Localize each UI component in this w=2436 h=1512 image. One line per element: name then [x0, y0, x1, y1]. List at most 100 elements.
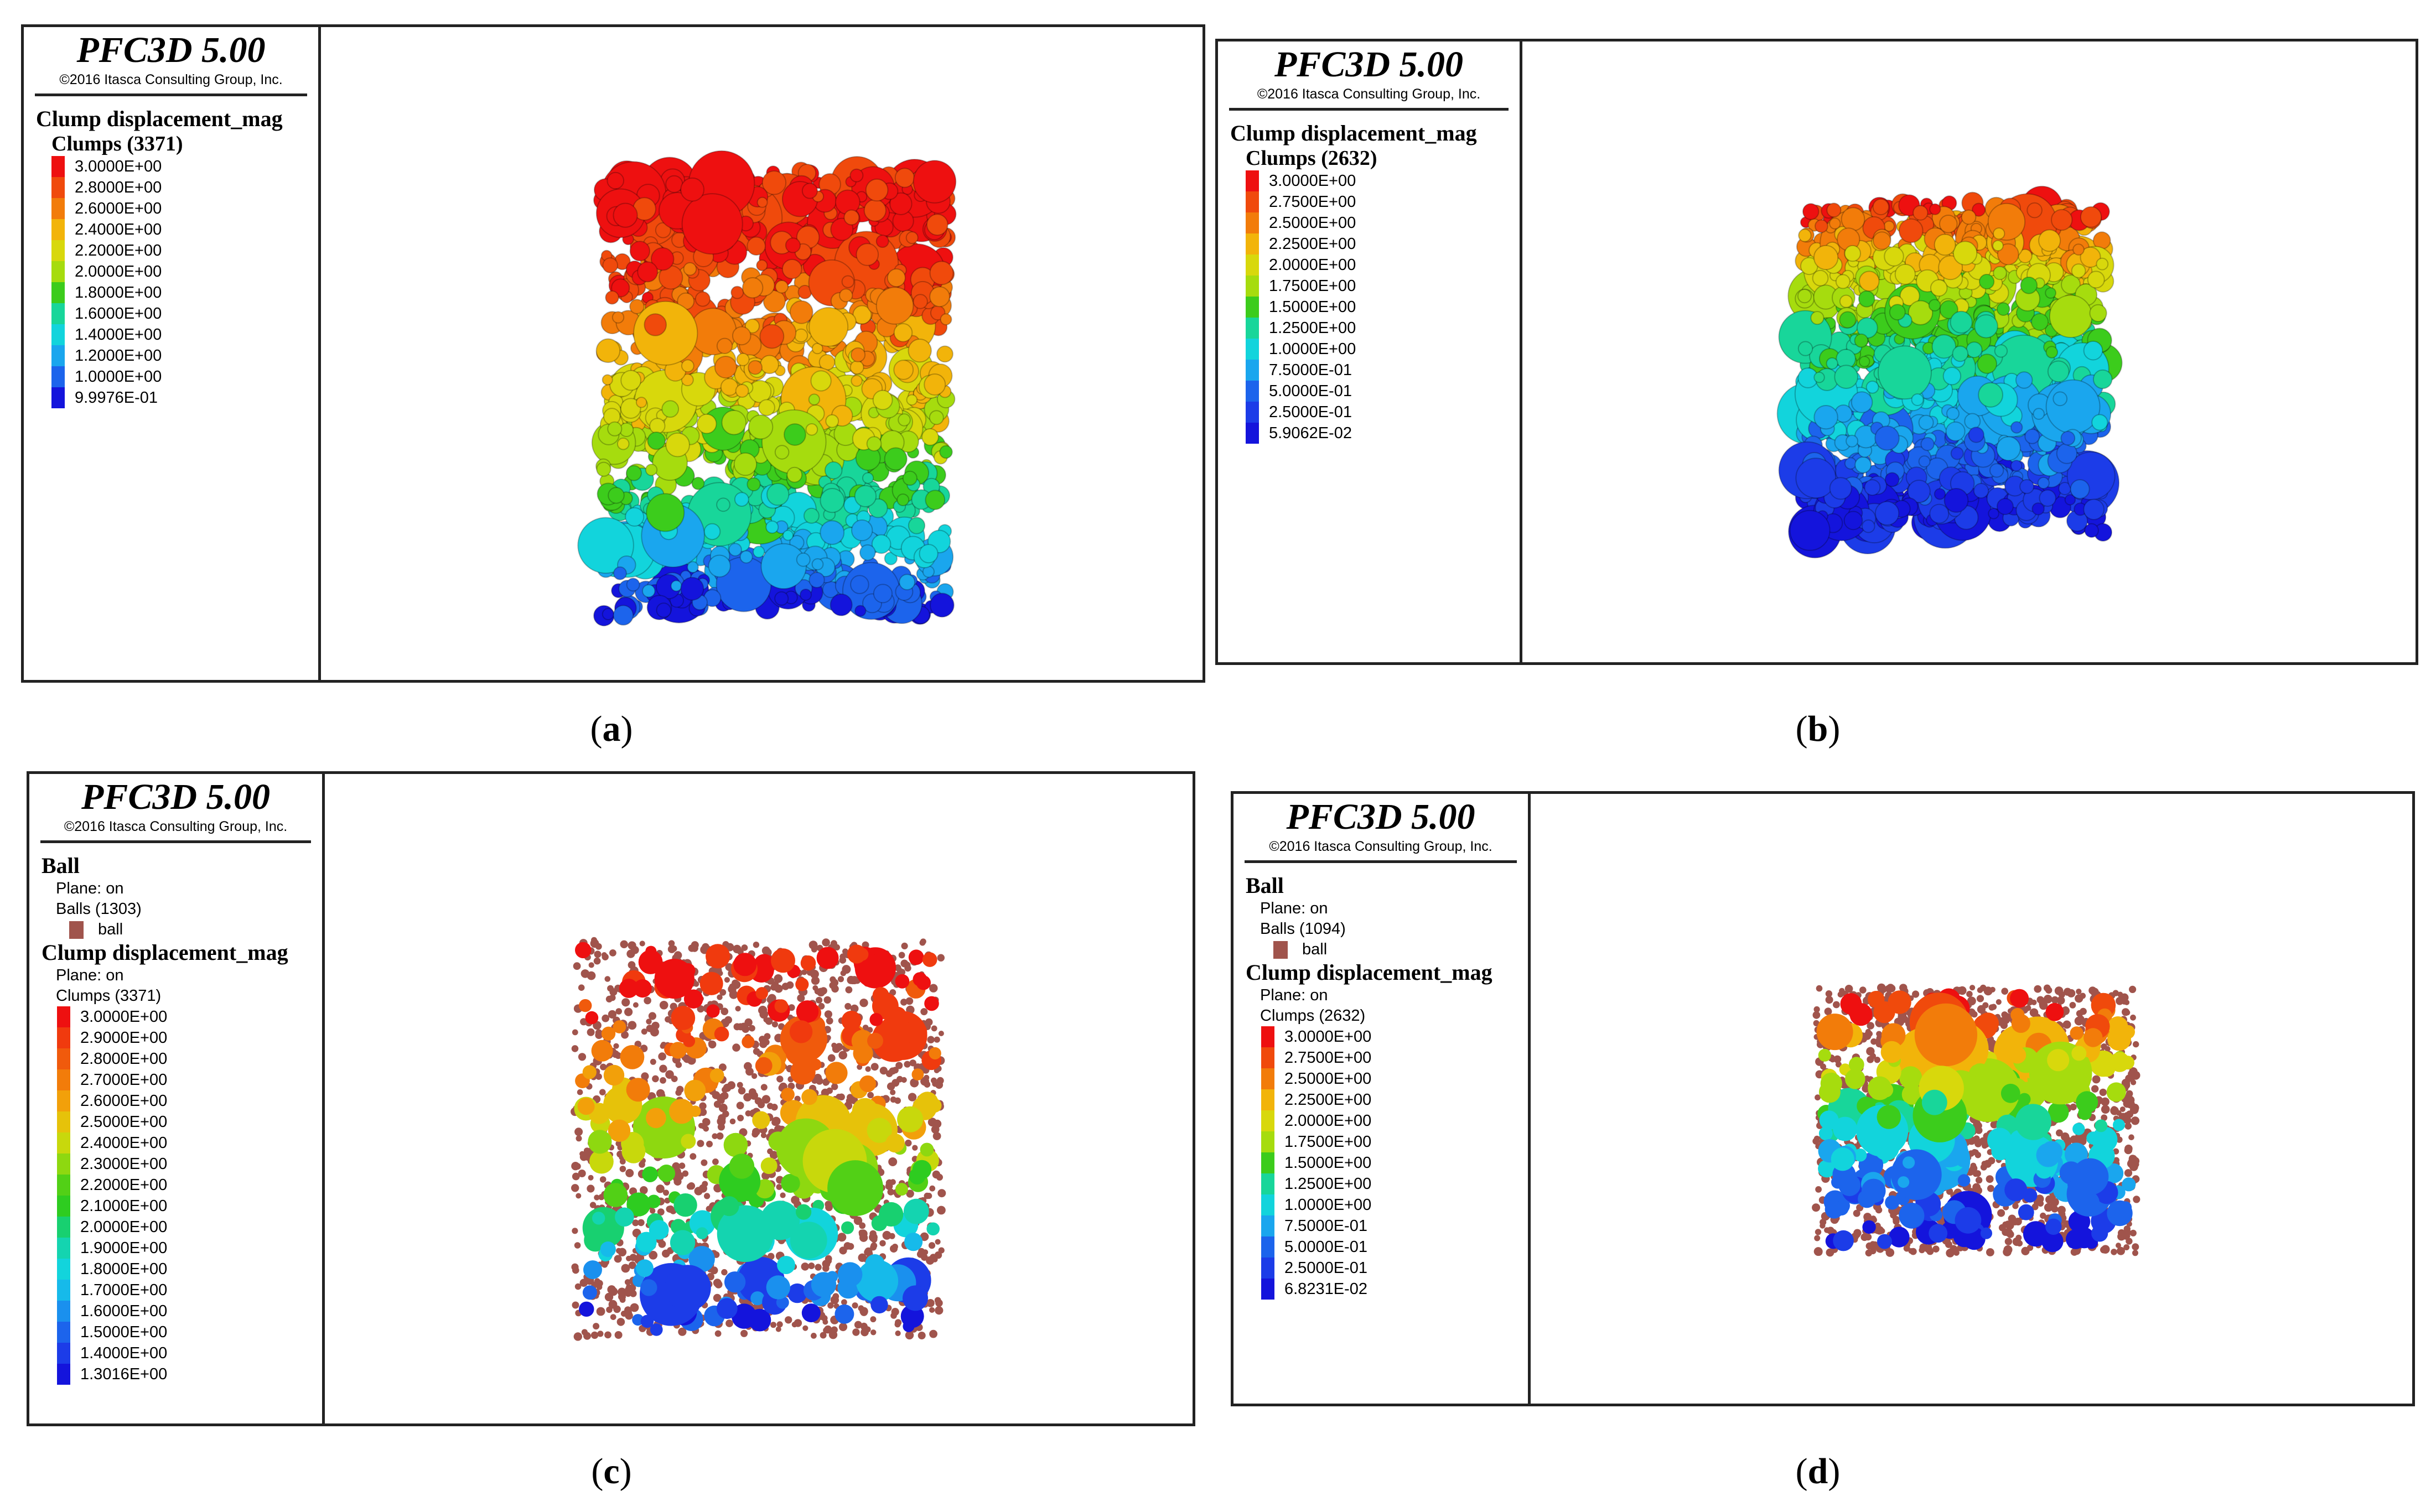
particle	[854, 605, 867, 617]
particle	[895, 1062, 903, 1069]
particle	[839, 1246, 847, 1255]
particle	[724, 1016, 732, 1024]
particle	[924, 996, 939, 1011]
colorbar-swatch	[1246, 170, 1259, 191]
particle	[801, 183, 818, 199]
particle	[713, 1279, 722, 1287]
colorbar-label: 1.8000E+00	[75, 284, 162, 302]
particle	[579, 1301, 594, 1317]
particle	[1844, 245, 1861, 262]
colorbar-swatch	[1246, 276, 1259, 297]
particle	[739, 550, 753, 564]
particle	[758, 399, 775, 417]
colorbar-swatch	[57, 1111, 70, 1132]
particle	[862, 1025, 869, 1031]
particle	[633, 979, 652, 998]
particle	[732, 326, 751, 346]
particle	[697, 1005, 704, 1013]
particle	[935, 1239, 941, 1245]
colorbar-label: 6.8231E-02	[1284, 1280, 1367, 1298]
colorbar-swatch	[1246, 254, 1259, 276]
particle	[908, 339, 932, 363]
viewport-a[interactable]	[321, 27, 1203, 680]
particle	[613, 566, 627, 580]
particle	[604, 976, 611, 982]
particle	[620, 1045, 645, 1069]
particle	[636, 1232, 657, 1253]
particle	[753, 545, 765, 558]
particle	[613, 1020, 626, 1033]
colorbar-row: 1.0000E+00	[1246, 339, 1520, 360]
particle	[811, 558, 824, 570]
particle	[837, 976, 844, 983]
particle	[724, 1271, 746, 1293]
particle	[608, 1119, 631, 1142]
viewport-c[interactable]	[325, 774, 1193, 1423]
particle	[821, 1315, 828, 1322]
particle	[699, 1102, 707, 1110]
particle	[637, 1219, 645, 1227]
particle	[801, 1089, 817, 1105]
ball-plane-on: Plane: on	[1260, 900, 1328, 917]
particle	[741, 944, 748, 951]
particle	[1825, 996, 1833, 1004]
particle	[736, 352, 750, 366]
particle	[832, 1293, 839, 1300]
colorbar-row: 1.5000E+00	[1261, 1152, 1528, 1173]
particle	[640, 1279, 657, 1296]
particle	[1874, 1057, 1880, 1063]
particle	[711, 945, 727, 961]
particle	[931, 1025, 937, 1032]
particle	[719, 989, 727, 996]
particle	[905, 231, 919, 245]
particle	[771, 948, 795, 973]
particle	[870, 1264, 887, 1281]
particle-view-c	[571, 937, 946, 1341]
colorbar-label: 1.4000E+00	[80, 1344, 168, 1362]
particle	[583, 1260, 602, 1280]
particle	[2014, 1218, 2022, 1225]
particle	[825, 414, 839, 428]
clumps-label: Clumps (3371)	[56, 987, 162, 1005]
colorbar-swatch	[57, 1069, 70, 1090]
particle	[602, 1014, 610, 1022]
particle	[760, 1157, 778, 1175]
particle	[615, 1008, 622, 1015]
particle	[703, 1126, 709, 1132]
colorbar-swatch	[51, 240, 65, 261]
particle	[594, 1278, 600, 1284]
particle	[884, 552, 898, 565]
particle	[785, 1316, 792, 1324]
viewport-b[interactable]	[1522, 41, 2416, 662]
particle	[794, 1319, 802, 1327]
colorbar-label: 2.8000E+00	[80, 1050, 168, 1068]
particle	[571, 1184, 579, 1192]
colorbar-label: 1.6000E+00	[80, 1302, 168, 1320]
particle	[714, 1026, 729, 1042]
particle	[597, 1331, 604, 1337]
colorbar-row: 1.6000E+00	[51, 303, 318, 324]
particle	[756, 259, 768, 272]
particle	[858, 1305, 864, 1312]
particle	[641, 1028, 647, 1035]
viewport-d[interactable]	[1531, 794, 2412, 1404]
particle	[867, 1092, 874, 1099]
particle	[760, 1132, 767, 1139]
particle	[708, 1040, 717, 1049]
particle	[833, 944, 840, 950]
colorbar-label: 3.0000E+00	[80, 1008, 168, 1026]
particle	[595, 943, 602, 950]
particle	[590, 1331, 599, 1339]
particle	[838, 1322, 848, 1332]
colorbar-row: 1.0000E+00	[51, 366, 318, 387]
particle	[851, 375, 863, 387]
particle	[869, 1013, 883, 1026]
particle	[697, 1140, 704, 1147]
particle	[888, 1157, 898, 1166]
particle	[908, 949, 924, 965]
particle	[1834, 365, 1859, 389]
particle	[698, 1123, 704, 1129]
particle	[1789, 510, 1831, 551]
particle	[577, 1098, 595, 1115]
colorbar-row: 1.7500E+00	[1261, 1131, 1528, 1152]
